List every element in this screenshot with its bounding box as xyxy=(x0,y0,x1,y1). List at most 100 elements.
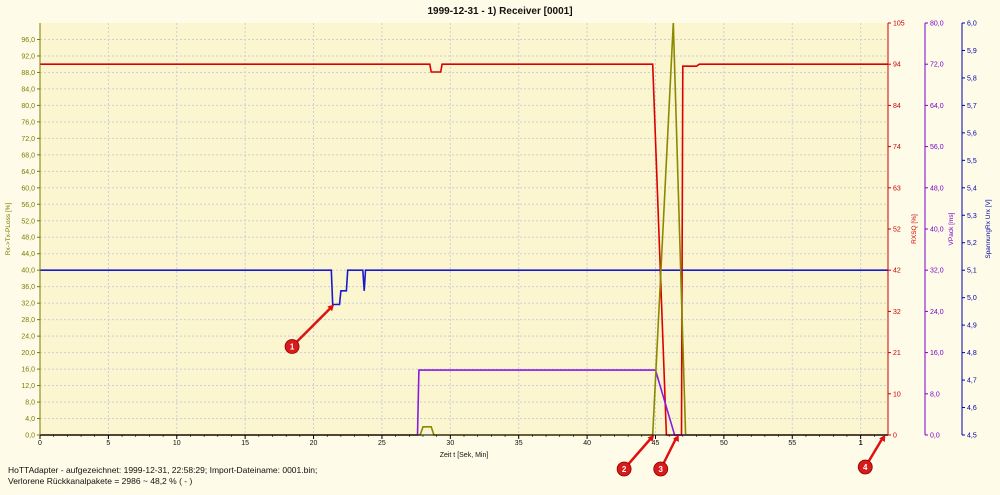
y-tick-label-rx: 40,0 xyxy=(21,268,35,275)
y-tick-label-rxsq: 42 xyxy=(893,268,901,275)
footer-line-2: Verlorene Rückkanalpakete = 2986 ~ 48,2 … xyxy=(8,476,193,486)
y-tick-label-rx: 96,0 xyxy=(21,37,35,44)
footer-line-1: HoTTAdapter - aufgezeichnet: 1999-12-31,… xyxy=(8,465,318,475)
x-tick-label: 30 xyxy=(446,440,454,447)
annotation-label-4: 4 xyxy=(863,463,868,472)
x-tick-label: 5 xyxy=(106,440,110,447)
series-line-volt xyxy=(40,269,888,306)
y-tick-label-volt: 4,7 xyxy=(967,378,977,385)
y-tick-label-volt: 5,7 xyxy=(967,103,977,110)
x-tick-label: 0 xyxy=(38,440,42,447)
annotation-label-1: 1 xyxy=(290,343,295,352)
y-tick-label-vpack: 72,0 xyxy=(930,62,944,69)
annotation-arrowhead-3 xyxy=(672,435,679,442)
x-tick-label: 25 xyxy=(378,440,386,447)
y-tick-label-rxsq: 21 xyxy=(893,350,901,357)
y-tick-label-vpack: 56,0 xyxy=(930,144,944,151)
y-tick-label-rx: 72,0 xyxy=(21,136,35,143)
y-tick-label-vpack: 80,0 xyxy=(930,21,944,28)
y-tick-label-volt: 4,6 xyxy=(967,405,977,412)
y-tick-label-rxsq: 32 xyxy=(893,309,901,316)
y-tick-label-vpack: 16,0 xyxy=(930,350,944,357)
x-tick-label: 55 xyxy=(788,440,796,447)
y-tick-label-vpack: 40,0 xyxy=(930,227,944,234)
annotation-arrow-1 xyxy=(291,305,333,348)
y-tick-label-volt: 5,6 xyxy=(967,130,977,137)
y-axis-label-rx: Rx->Tx-PLoss [%] xyxy=(5,203,12,256)
y-tick-label-rx: 48,0 xyxy=(21,235,35,242)
y-tick-label-vpack: 32,0 xyxy=(930,268,944,275)
y-tick-label-vpack: 64,0 xyxy=(930,103,944,110)
y-tick-label-rx: 12,0 xyxy=(21,383,35,390)
x-tick-label: 1 xyxy=(859,440,863,447)
x-tick-label: 45 xyxy=(652,440,660,447)
chart-title: 1999-12-31 - 1) Receiver [0001] xyxy=(427,6,572,17)
y-axis-label-rxsq: RXSQ [%] xyxy=(911,214,918,244)
y-tick-label-rx: 20,0 xyxy=(21,350,35,357)
x-tick-label: 35 xyxy=(515,440,523,447)
x-tick-label: 50 xyxy=(720,440,728,447)
y-tick-label-rx: 0,0 xyxy=(25,433,35,440)
y-tick-label-rx: 24,0 xyxy=(21,334,35,341)
annotation-label-3: 3 xyxy=(659,465,664,474)
annotation-pin-3[interactable] xyxy=(653,461,669,477)
y-tick-label-rx: 80,0 xyxy=(21,103,35,110)
annotation-arrowhead-1 xyxy=(327,304,335,312)
y-tick-label-volt: 5,8 xyxy=(967,75,977,82)
y-tick-label-vpack: 24,0 xyxy=(930,309,944,316)
y-tick-label-volt: 5,9 xyxy=(967,48,977,55)
y-tick-label-rxsq: 84 xyxy=(893,103,901,110)
y-tick-label-rxsq: 10 xyxy=(893,391,901,398)
y-tick-label-vpack: 48,0 xyxy=(930,185,944,192)
y-tick-label-rxsq: 52 xyxy=(893,227,901,234)
annotation-pin-4[interactable] xyxy=(857,459,873,475)
y-tick-label-volt: 5,4 xyxy=(967,185,977,192)
annotation-pin-2[interactable] xyxy=(616,461,632,477)
y-tick-label-rx: 16,0 xyxy=(21,367,35,374)
y-tick-label-rx: 92,0 xyxy=(21,53,35,60)
y-tick-label-rx: 52,0 xyxy=(21,218,35,225)
y-tick-label-rx: 88,0 xyxy=(21,70,35,77)
y-tick-label-rx: 60,0 xyxy=(21,185,35,192)
y-tick-label-rx: 76,0 xyxy=(21,119,35,126)
y-tick-label-volt: 5,3 xyxy=(967,213,977,220)
x-tick-label: 15 xyxy=(241,440,249,447)
y-tick-label-volt: 5,0 xyxy=(967,295,977,302)
y-tick-label-rxsq: 0 xyxy=(893,433,897,440)
footer-info: HoTTAdapter - aufgezeichnet: 1999-12-31,… xyxy=(8,465,317,487)
annotation-label-2: 2 xyxy=(622,465,627,474)
x-axis-label: Zeit t [Sek, Min] xyxy=(440,452,489,459)
y-tick-label-rx: 44,0 xyxy=(21,251,35,258)
y-tick-label-vpack: 8,0 xyxy=(930,391,940,398)
y-tick-label-rx: 84,0 xyxy=(21,86,35,93)
y-tick-label-rx: 28,0 xyxy=(21,317,35,324)
y-tick-label-rx: 32,0 xyxy=(21,301,35,308)
y-tick-label-volt: 6,0 xyxy=(967,21,977,28)
y-tick-label-volt: 5,1 xyxy=(967,268,977,275)
y-axis-label-volt: SpannungRx Urx [V] xyxy=(985,199,992,258)
annotation-pin-1[interactable] xyxy=(284,339,300,354)
y-tick-label-rx: 64,0 xyxy=(21,169,35,176)
y-tick-label-vpack: 0,0 xyxy=(930,433,940,440)
y-tick-label-rxsq: 63 xyxy=(893,185,901,192)
x-tick-label: 40 xyxy=(583,440,591,447)
y-tick-label-rx: 68,0 xyxy=(21,152,35,159)
x-tick-label: 10 xyxy=(173,440,181,447)
y-tick-label-rx: 4,0 xyxy=(25,416,35,423)
y-tick-label-volt: 4,9 xyxy=(967,323,977,330)
y-tick-label-rxsq: 94 xyxy=(893,62,901,69)
annotation-arrowhead-4 xyxy=(879,435,886,442)
annotation-arrowhead-2 xyxy=(647,435,655,442)
y-tick-label-rxsq: 105 xyxy=(893,21,905,28)
y-tick-label-rx: 56,0 xyxy=(21,202,35,209)
y-tick-label-rx: 8,0 xyxy=(25,400,35,407)
y-tick-label-volt: 4,5 xyxy=(967,433,977,440)
y-tick-label-volt: 5,5 xyxy=(967,158,977,165)
x-tick-label: 20 xyxy=(310,440,318,447)
y-tick-label-rx: 36,0 xyxy=(21,284,35,291)
y-axis-label-vpack: VPack [ms] xyxy=(948,212,955,245)
y-tick-label-rxsq: 74 xyxy=(893,144,901,151)
plot-area xyxy=(40,23,888,435)
